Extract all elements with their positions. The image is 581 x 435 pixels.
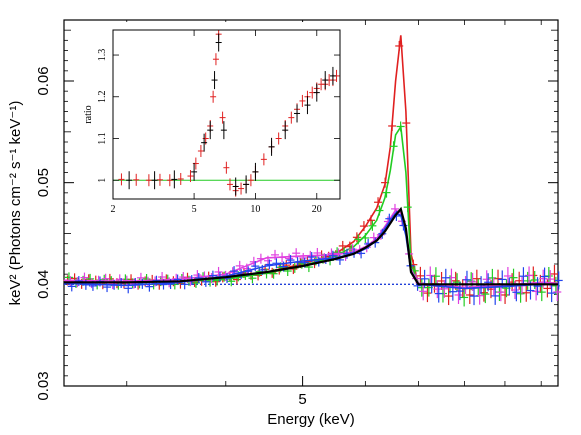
inset-series-1	[126, 33, 336, 196]
y-tick-label: 0.04	[35, 270, 52, 299]
series-line	[63, 212, 558, 290]
y-tick-label: 0.06	[35, 66, 52, 95]
y-axis-label: keV² (Photons cm⁻² s⁻¹ keV⁻¹)	[7, 101, 24, 306]
inset-y-axis-label: ratio	[83, 105, 94, 123]
inset-y-tick-label: 1.3	[97, 49, 108, 62]
inset-y-tick-label: 1	[97, 178, 108, 183]
inset-chart: 2 5 10 20 1 1.1 1.2 1.3 ratio	[83, 22, 346, 221]
inset-x-tick-label: 20	[312, 204, 322, 215]
inset-plot-frame	[112, 29, 341, 200]
inset-y-tick-label: 1.1	[97, 132, 108, 145]
series-line	[63, 209, 559, 289]
main-series-group	[63, 35, 563, 307]
main-chart: 0.03 0.04 0.05 0.06 5 Energy (keV) keV² (Pho…	[7, 19, 563, 428]
inset-y-tick-label: 1.2	[97, 91, 108, 104]
inset-series-group	[118, 30, 340, 197]
series-4	[64, 206, 558, 286]
y-tick-label: 0.03	[35, 371, 52, 400]
series-3	[63, 210, 563, 306]
x-tick-label: 5	[298, 391, 306, 408]
inset-background	[83, 22, 346, 221]
inset-axis-ticks: 2 5 10 20 1 1.1 1.2 1.3	[97, 30, 340, 215]
inset-x-tick-label: 10	[250, 204, 260, 215]
inset-x-tick-label: 5	[192, 204, 197, 215]
series-line	[64, 206, 558, 286]
inset-x-tick-label: 2	[111, 204, 116, 215]
y-tick-label: 0.05	[35, 168, 52, 197]
x-axis-label: Energy (keV)	[267, 411, 355, 428]
